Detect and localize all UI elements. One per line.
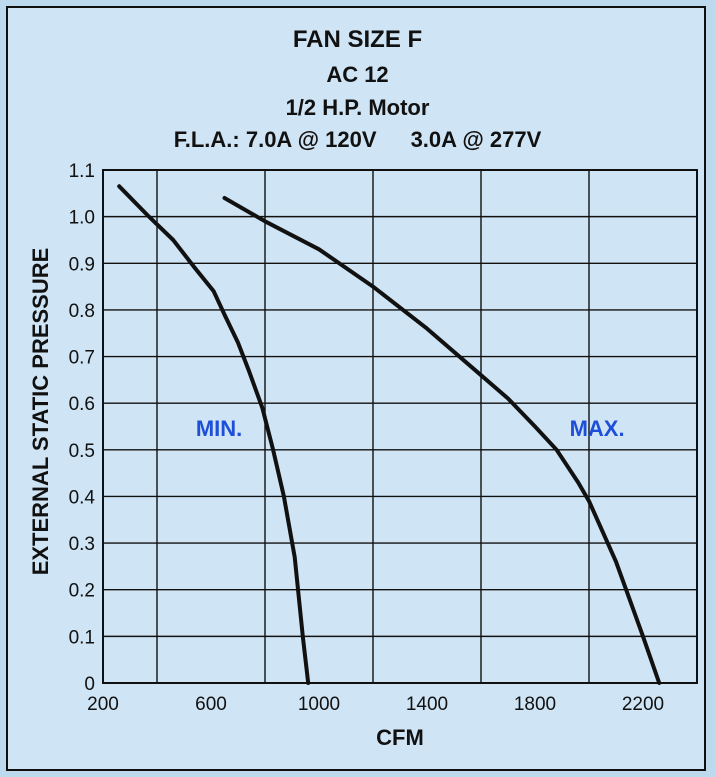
y-tick-labels: 0 0.1 0.2 0.3 0.4 0.5 0.6 0.7 0.8 0.9 1.0 1.1 [69, 161, 96, 695]
x-tick-label: 1800 [514, 694, 556, 715]
y-tick-label: 0 [84, 674, 95, 695]
y-tick-label: 0.2 [69, 581, 95, 602]
y-tick-label: 0.4 [69, 487, 96, 508]
y-tick-label: 0.7 [69, 348, 95, 369]
x-tick-label: 1400 [406, 694, 448, 715]
fla-label: F.L.A.: [173, 127, 240, 152]
x-tick-labels: 200 600 1000 1400 1800 2200 [87, 694, 664, 715]
x-tick-label: 1000 [298, 694, 340, 715]
x-tick-label: 2200 [622, 694, 664, 715]
y-tick-label: 1.0 [69, 208, 95, 229]
plot-area [102, 169, 698, 684]
motor-subtitle: 1/2 H.P. Motor [285, 95, 430, 120]
y-tick-label: 0.6 [69, 394, 95, 415]
fla-277v: 3.0A @ 277V [410, 127, 542, 152]
y-tick-label: 0.5 [69, 441, 95, 462]
series-line-max [222, 196, 662, 685]
y-tick-label: 0.9 [69, 254, 95, 275]
curve-label: MAX. [570, 416, 625, 441]
curve-labels: MIN. MAX. [196, 416, 625, 441]
fla-120v: 7.0A @ 120V [245, 127, 377, 152]
y-axis-title: EXTERNAL STATIC PRESSURE [28, 248, 53, 576]
y-tick-label: 0.3 [69, 534, 95, 555]
x-tick-label: 200 [87, 694, 119, 715]
model-subtitle: AC 12 [326, 62, 389, 87]
x-tick-label: 600 [195, 694, 227, 715]
chart-title: FAN SIZE F [292, 26, 423, 53]
series-lines [117, 184, 662, 685]
fla-subtitle: F.L.A.: 7.0A @ 120V 3.0A @ 277V [0, 127, 715, 153]
y-tick-label: 1.1 [69, 161, 95, 182]
series-line-min [117, 184, 311, 685]
curve-label: MIN. [196, 416, 242, 441]
grid [102, 169, 698, 684]
y-tick-label: 0.1 [69, 627, 95, 648]
y-tick-label: 0.8 [69, 301, 95, 322]
x-axis-title: CFM [376, 725, 424, 750]
